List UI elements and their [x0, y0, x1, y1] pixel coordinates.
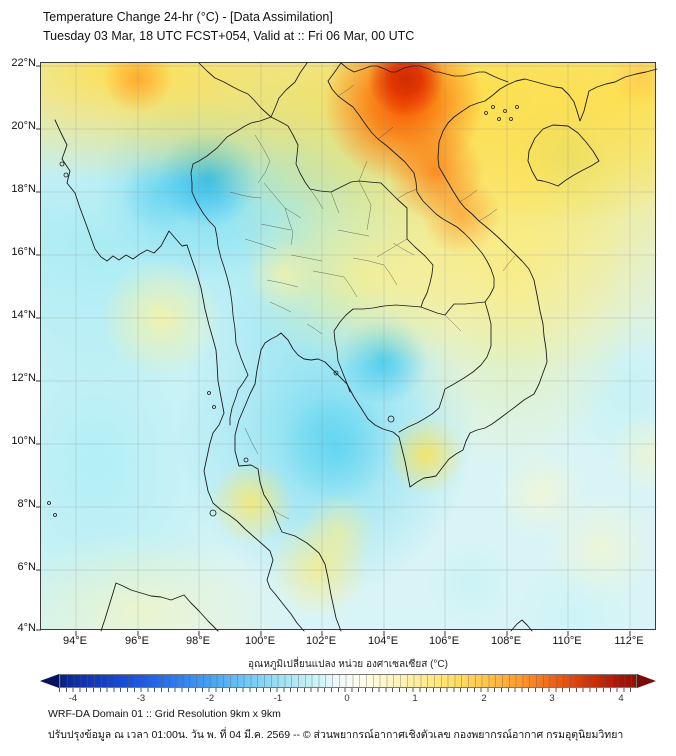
y-tick-label: 10°N: [11, 435, 36, 447]
page-title: Temperature Change 24-hr (°C) - [Data As…: [43, 10, 333, 24]
colorbar: -4 -3 -2 -1 0 1 2 3 4: [40, 674, 656, 704]
domain-info: WRF-DA Domain 01 :: Grid Resolution 9km …: [48, 708, 281, 720]
y-tick-label: 6°N: [17, 561, 36, 573]
x-tick-label: 104°E: [367, 635, 399, 647]
y-tick-label: 4°N: [17, 622, 36, 634]
y-tick-label: 14°N: [11, 309, 36, 321]
y-tick-label: 18°N: [11, 183, 36, 195]
x-tick-label: 100°E: [244, 635, 276, 647]
axis-ticks: [36, 65, 631, 636]
colorbar-tick-label: -3: [136, 693, 146, 704]
x-tick-label: 112°E: [614, 635, 644, 647]
temperature-change-field: [41, 63, 655, 629]
x-tick-label: 106°E: [428, 635, 460, 647]
forecast-valid-time: Tuesday 03 Mar, 18 UTC FCST+054, Valid a…: [43, 29, 415, 43]
x-tick-label: 108°E: [490, 635, 522, 647]
x-tick-label: 94°E: [63, 635, 87, 647]
y-tick-label: 8°N: [17, 498, 36, 510]
coastlines: [47, 68, 658, 632]
colorbar-over-arrow: [637, 674, 656, 688]
colorbar-tick-label: -1: [273, 693, 283, 704]
map-overlay: [36, 62, 658, 636]
y-tick-label: 12°N: [11, 372, 36, 384]
colorbar-tick-label: 0: [344, 693, 350, 704]
borneo-tip: [510, 619, 533, 632]
colorbar-tick-label: 1: [412, 693, 418, 704]
agency-credit: ปรับปรุงข้อมูล ณ เวลา 01:00น. วัน พ. ที่…: [48, 729, 624, 741]
y-tick-label: 22°N: [11, 57, 36, 69]
province-borders: [229, 84, 517, 520]
colorbar-tick-label: -2: [205, 693, 215, 704]
x-tick-label: 96°E: [125, 635, 149, 647]
sumatra-coast: [100, 582, 219, 632]
x-tick-label: 110°E: [552, 635, 582, 647]
country-borders: [190, 62, 509, 433]
colorbar-body: [59, 674, 637, 688]
hainan-island: [527, 124, 600, 187]
map-plot: [36, 62, 658, 636]
colorbar-tick-label: -4: [68, 693, 78, 704]
y-tick-label: 16°N: [11, 246, 36, 258]
graticule: [41, 63, 657, 631]
colorbar-title: อุณหภูมิเปลี่ยนแปลง หน่วย องศาเซลเซียส (…: [248, 659, 448, 670]
x-tick-label: 98°E: [186, 635, 210, 647]
y-tick-label: 20°N: [11, 120, 36, 132]
colorbar-minor-ticks: [59, 688, 637, 692]
colorbar-tick-label: 3: [549, 693, 555, 704]
x-tick-label: 102°E: [305, 635, 337, 647]
colorbar-under-arrow: [40, 674, 59, 688]
colorbar-tick-label: 4: [618, 693, 624, 704]
colorbar-tick-label: 2: [481, 693, 487, 704]
